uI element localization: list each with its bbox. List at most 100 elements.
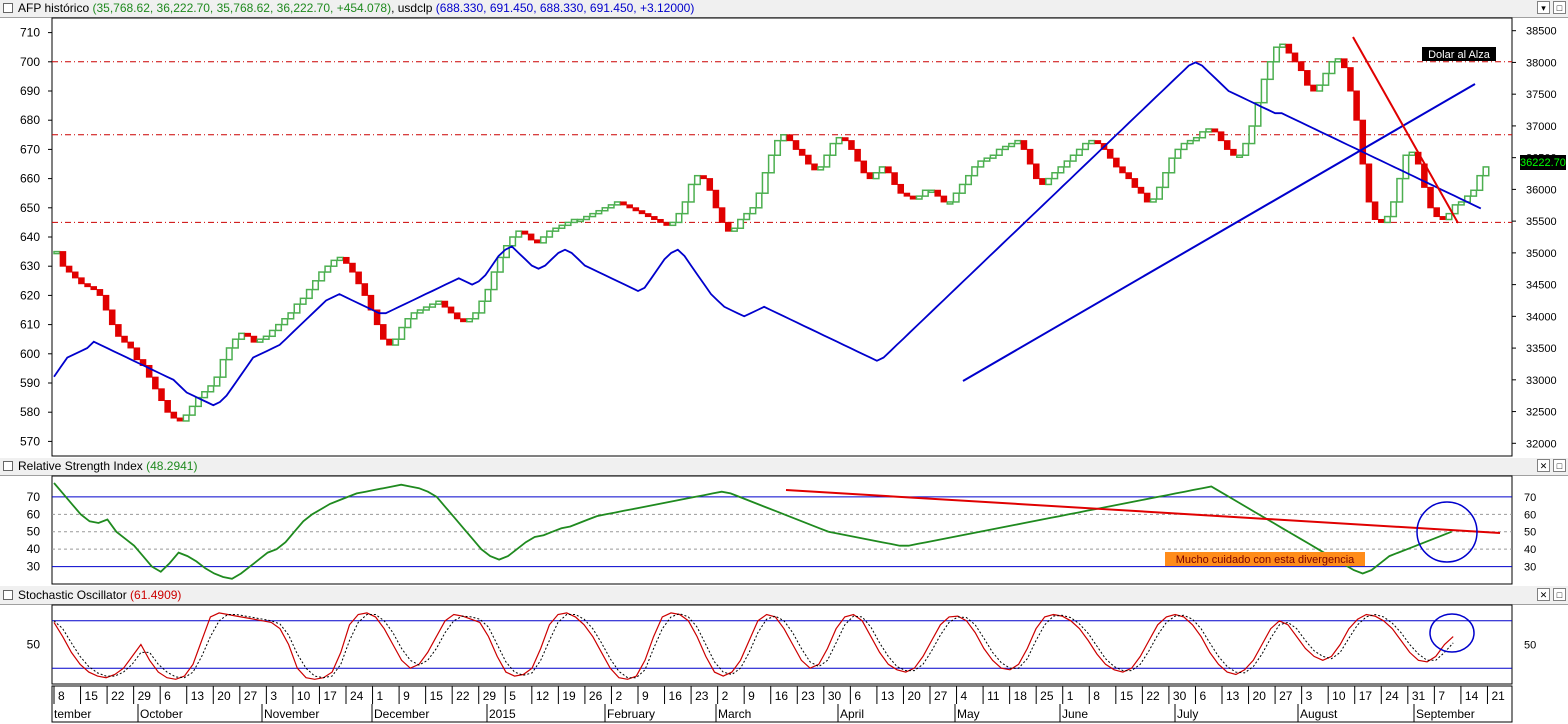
day-tick-label: 8 xyxy=(58,689,65,703)
candle-up xyxy=(287,312,295,320)
stoch-grid xyxy=(51,604,1513,685)
candle-down xyxy=(1223,140,1231,150)
afp-series-label: AFP histórico xyxy=(18,1,90,15)
candle-up xyxy=(429,303,437,308)
candle-up xyxy=(558,224,566,229)
price-plot-area xyxy=(51,17,1513,457)
candle-up xyxy=(1186,139,1194,145)
candle-up xyxy=(749,207,757,215)
right-tick-label: 35000 xyxy=(1526,248,1557,260)
right-tick-label: 32500 xyxy=(1526,407,1557,419)
candle-up xyxy=(1045,177,1053,186)
panel-toggle-icon[interactable] xyxy=(3,3,13,13)
candle-down xyxy=(718,207,726,223)
annotation-box xyxy=(1422,47,1496,61)
maximize-icon[interactable]: □ xyxy=(1553,459,1566,472)
left-tick-label: 650 xyxy=(20,201,40,215)
candle-down xyxy=(626,204,633,209)
candle-up xyxy=(829,142,837,156)
usd-line xyxy=(53,61,1482,407)
right-tick-label: 38500 xyxy=(1526,26,1557,38)
left-tick-label: 660 xyxy=(20,172,40,186)
candle-up xyxy=(1149,198,1157,203)
candle-up xyxy=(1476,174,1484,192)
candle-up xyxy=(989,154,997,159)
candle-down xyxy=(96,289,104,296)
rsi-annotations: Mucho cuidado con esta divergencia xyxy=(1165,501,1478,566)
candle-down xyxy=(250,335,258,343)
left-tick-label: 600 xyxy=(20,347,40,361)
right-tick-label: 34500 xyxy=(1526,280,1557,292)
stoch-axis: 50 50 xyxy=(27,638,1537,652)
candle-up xyxy=(515,230,523,238)
day-tick-label: 20 xyxy=(907,689,921,703)
day-tick-label: 1 xyxy=(1067,689,1074,703)
candle-down xyxy=(121,335,128,343)
candle-down xyxy=(355,271,362,285)
rsi-series-line xyxy=(53,482,1453,580)
candle-down xyxy=(657,218,664,223)
day-tick-label: 17 xyxy=(1359,689,1373,703)
panel-toggle-icon[interactable] xyxy=(3,590,13,600)
candle-down xyxy=(1310,84,1317,92)
candle-up xyxy=(1174,148,1182,159)
candle-down xyxy=(534,239,541,244)
candle-up xyxy=(761,172,769,194)
candle-down xyxy=(891,172,898,185)
day-tick-label: 12 xyxy=(536,689,550,703)
usd-series-values: (688.330, 691.450, 688.330, 691.450, +3.… xyxy=(435,1,695,15)
candle-up xyxy=(478,300,486,314)
month-label: October xyxy=(140,707,183,721)
candle-up xyxy=(737,218,745,229)
candle-up xyxy=(305,288,313,300)
candle-up xyxy=(1242,142,1250,156)
panel-toggle-icon[interactable] xyxy=(3,461,13,471)
last-price-box xyxy=(1520,155,1566,170)
day-tick-label: 23 xyxy=(695,689,709,703)
afp-candles xyxy=(53,43,1490,422)
candle-up xyxy=(1328,61,1336,75)
candle-up xyxy=(1408,151,1416,156)
close-icon[interactable]: ✕ xyxy=(1537,588,1550,601)
candle-down xyxy=(792,140,800,150)
window-buttons: ✕ □ xyxy=(1537,588,1566,601)
candle-up xyxy=(823,154,831,168)
candle-up xyxy=(552,227,560,232)
candle-down xyxy=(1032,163,1040,180)
candle-down xyxy=(638,210,646,215)
candle-down xyxy=(1377,218,1385,223)
candle-up xyxy=(1445,212,1453,221)
day-tick-label: 27 xyxy=(934,689,948,703)
left-tick-label: 580 xyxy=(20,405,40,419)
candle-down xyxy=(71,271,79,279)
rsi-line xyxy=(53,482,1453,580)
day-tick-label: 2 xyxy=(615,689,622,703)
day-tick-label: 26 xyxy=(589,689,603,703)
candle-up xyxy=(1383,215,1391,224)
day-tick-label: 2 xyxy=(722,689,729,703)
candle-up xyxy=(1180,142,1188,151)
candle-up xyxy=(946,201,954,205)
candle-up xyxy=(1266,61,1274,81)
dolar-annotation: Dolar al Alza xyxy=(1428,49,1491,61)
maximize-icon[interactable]: □ xyxy=(1553,588,1566,601)
candle-down xyxy=(1365,163,1373,203)
close-icon[interactable]: ✕ xyxy=(1537,459,1550,472)
day-tick-label: 3 xyxy=(1306,689,1313,703)
candle-up xyxy=(509,236,517,247)
maximize-icon[interactable]: □ xyxy=(1553,1,1566,14)
day-tick-label: 1 xyxy=(377,689,384,703)
candle-down xyxy=(164,400,171,413)
candle-up xyxy=(472,312,480,320)
candle-up xyxy=(422,306,430,311)
candle-up xyxy=(1451,204,1459,215)
candle-down xyxy=(158,388,165,402)
minimize-icon[interactable]: ▾ xyxy=(1537,1,1550,14)
day-tick-label: 27 xyxy=(244,689,258,703)
candle-up xyxy=(767,154,775,174)
candle-down xyxy=(1119,166,1126,174)
candle-down xyxy=(59,251,67,267)
candle-down xyxy=(441,300,449,308)
day-tick-label: 9 xyxy=(748,689,755,703)
candle-up xyxy=(546,230,554,238)
